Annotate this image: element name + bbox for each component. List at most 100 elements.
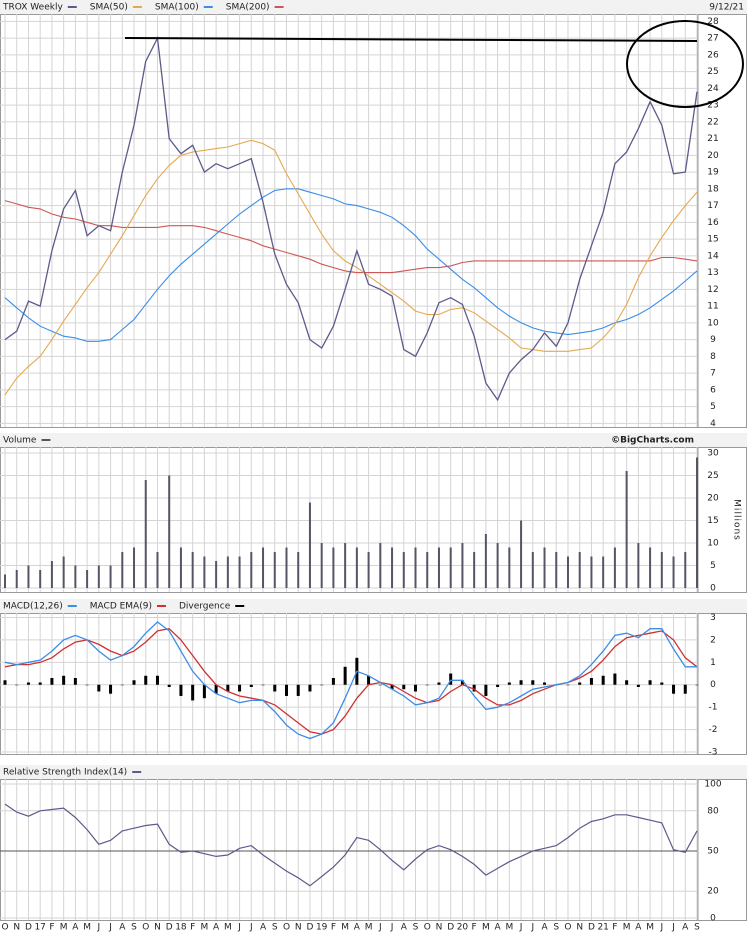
divergence-bar: [167, 684, 171, 687]
panel-header: [0, 599, 747, 613]
divergence-bar: [613, 673, 617, 685]
divergence-bar: [601, 675, 605, 685]
x-tick-label: 21: [597, 923, 608, 933]
x-tick-label: J: [237, 923, 241, 933]
volume-bar: [344, 543, 347, 588]
divergence-bar: [97, 684, 101, 692]
divergence-bar: [402, 684, 406, 690]
x-tick-label: 18: [175, 923, 187, 933]
divergence-bar: [484, 684, 488, 696]
y-tick-label: 20: [707, 151, 719, 161]
volume-bar: [684, 552, 687, 588]
y-tick-label: 9: [710, 335, 716, 345]
divergence-bar: [202, 684, 206, 699]
divergence-bar: [566, 684, 570, 686]
divergence-bar: [26, 682, 30, 685]
y-tick-label: 25: [707, 67, 718, 77]
volume-bar: [179, 547, 182, 588]
x-tick-label: A: [635, 923, 642, 933]
y-tick-label: 50: [707, 847, 719, 857]
volume-bar: [590, 556, 593, 588]
x-tick-label: M: [482, 923, 490, 933]
volume-bar: [97, 565, 100, 588]
volume-bar: [39, 570, 42, 588]
y-tick-label: 80: [707, 806, 719, 816]
legend-label: Divergence: [179, 602, 231, 612]
volume-bar: [508, 547, 511, 588]
volume-bar: [660, 552, 663, 588]
volume-bar: [496, 543, 499, 588]
divergence-bar: [261, 684, 265, 686]
x-tick-label: N: [13, 923, 20, 933]
x-tick-label: D: [588, 923, 595, 933]
x-tick-label: D: [25, 923, 32, 933]
legend-label: SMA(50): [90, 3, 128, 13]
legend-label: TROX Weekly: [2, 3, 63, 13]
divergence-bar: [625, 680, 629, 685]
y-tick-label: 22: [707, 117, 718, 127]
sma-line: [4, 188, 698, 342]
y-tick-label: 25: [707, 471, 718, 481]
volume-bar: [86, 570, 89, 588]
volume-bar: [367, 552, 370, 588]
divergence-bar: [367, 675, 371, 685]
divergence-bar: [109, 684, 113, 694]
x-tick-label: F: [612, 923, 617, 933]
x-tick-label: A: [354, 923, 361, 933]
divergence-bar: [214, 684, 218, 694]
trend-line: [124, 37, 698, 42]
y-tick-label: 7: [710, 369, 716, 379]
y-tick-label: 20: [707, 494, 719, 504]
x-tick-label: A: [495, 923, 502, 933]
y-tick-label: 5: [710, 402, 716, 412]
y-tick-label: 30: [707, 449, 719, 459]
panel-frame: [0, 779, 747, 921]
volume-bar: [625, 471, 628, 588]
y-tick-label: 3: [710, 613, 716, 623]
divergence-bar: [496, 684, 500, 687]
divergence-bar: [85, 684, 89, 686]
y-tick-label: 23: [707, 101, 718, 111]
divergence-bar: [343, 666, 347, 685]
divergence-bar: [507, 682, 511, 685]
y-tick-label: 12: [707, 285, 718, 295]
x-tick-label: 19: [316, 923, 328, 933]
divergence-bar: [578, 682, 582, 685]
x-tick-label: O: [564, 923, 571, 933]
x-tick-label: M: [60, 923, 68, 933]
x-tick-label: F: [190, 923, 195, 933]
divergence-bar: [238, 684, 242, 692]
divergence-bar: [249, 684, 253, 687]
y-tick-label: 2: [710, 635, 716, 645]
volume-bar: [637, 543, 640, 588]
y-tick-label: 19: [707, 168, 719, 178]
y-tick-label: 4: [710, 419, 716, 429]
volume-bar: [4, 574, 6, 588]
y-tick-label: 15: [707, 516, 718, 526]
divergence-bar: [144, 675, 148, 685]
y-tick-label: 17: [707, 201, 718, 211]
divergence-bar: [132, 680, 136, 685]
y-tick-label: 20: [707, 887, 719, 897]
y-tick-label: 0: [710, 680, 716, 690]
x-tick-label: J: [671, 923, 675, 933]
volume-bar: [649, 547, 652, 588]
divergence-bar: [331, 678, 335, 685]
x-tick-label: A: [401, 923, 408, 933]
divergence-bar: [472, 684, 476, 692]
x-tick-label: J: [519, 923, 523, 933]
legend-label: MACD EMA(9): [90, 602, 152, 612]
y-tick-label: 24: [707, 84, 719, 94]
x-tick-label: A: [682, 923, 689, 933]
y-tick-label: 18: [707, 184, 719, 194]
y-tick-label: 1: [710, 658, 716, 668]
x-tick-label: 17: [34, 923, 45, 933]
divergence-bar: [660, 682, 664, 685]
volume-bar: [168, 475, 171, 588]
x-tick-label: J: [390, 923, 394, 933]
panel-header: [0, 433, 747, 447]
volume-bar: [285, 547, 288, 588]
divergence-bar: [191, 684, 195, 701]
divergence-bar: [589, 678, 593, 685]
y-tick-label: 10: [707, 318, 719, 328]
